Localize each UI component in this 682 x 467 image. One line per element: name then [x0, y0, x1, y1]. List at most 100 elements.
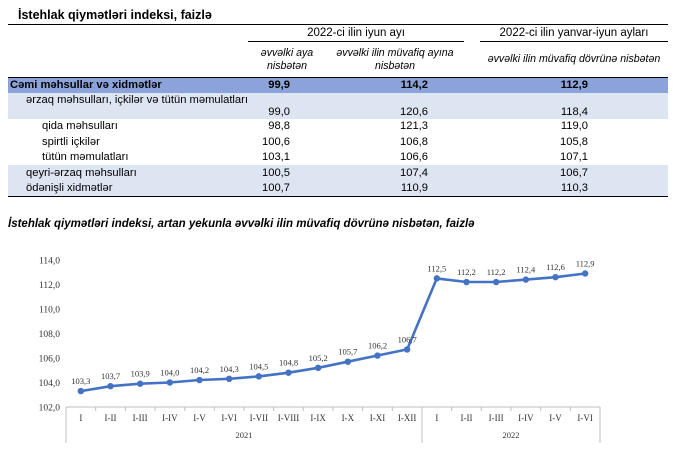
table-row-total: Cəmi məhsullar və xidmətlər 99,9 114,2 1…: [8, 77, 668, 93]
data-point: [463, 278, 470, 286]
header-col-prev-year-month: əvvəlki ilin müvafiq ayına nisbətən: [326, 41, 464, 78]
x-group-label: 2021: [236, 430, 253, 440]
data-point: [285, 369, 292, 376]
x-tick-label: I-VIII: [278, 413, 300, 423]
row-value-prev-month: 100,7: [248, 180, 326, 197]
row-value-prev-year-period: 119,0: [560, 120, 588, 133]
data-label: 103,3: [71, 376, 90, 386]
price-index-table: 2022-ci ilin iyun ayı 2022-ci ilin yanva…: [8, 24, 668, 197]
header-group-june: 2022-ci ilin iyun ayı: [248, 24, 464, 42]
header-gap: [464, 41, 480, 78]
row-value-prev-month: 98,8: [268, 120, 290, 133]
x-tick-label: I-III: [133, 413, 148, 423]
row-value-prev-year-month: 120,6: [326, 92, 464, 119]
row-value-prev-year-month: 106,6: [400, 151, 428, 164]
x-tick-label: I-VI: [221, 413, 237, 423]
data-point: [225, 375, 233, 383]
y-tick-label: 104,0: [39, 379, 61, 389]
header-empty: [8, 41, 248, 78]
data-point: [403, 346, 411, 353]
row-label: qida məhsulları: [42, 120, 118, 133]
data-point: [166, 379, 174, 386]
row-value-prev-month: 103,1: [262, 151, 290, 164]
row-value-prev-year-period: 106,7: [480, 165, 668, 181]
chart-title: İstehlak qiymətləri indeksi, artan yekun…: [8, 218, 475, 230]
header-empty: [8, 24, 248, 42]
x-tick-label: I-XII: [398, 413, 417, 423]
row-value-prev-year-month: 114,2: [326, 77, 464, 93]
data-point: [552, 273, 559, 281]
row-value-prev-year-month: 106,8: [400, 135, 428, 148]
row-value-prev-year-period: 107,1: [560, 151, 588, 164]
data-label: 104,5: [249, 361, 268, 371]
x-tick-label: I-IV: [162, 413, 178, 423]
row-value-prev-month: 100,6: [262, 135, 290, 148]
data-label: 106,7: [398, 334, 417, 344]
x-group-label: 2022: [503, 430, 520, 440]
data-point: [196, 376, 203, 384]
y-tick-label: 110,0: [39, 306, 60, 316]
cpi-line-chart: 102,0 104,0 106,0 108,0 110,0 112,0 114,0 I I-I…: [39, 257, 601, 443]
data-point: [107, 382, 114, 390]
x-tick-label: I-XI: [370, 413, 386, 423]
row-label: ərzaq məhsulları, içkilər və tütün məmul…: [8, 92, 248, 119]
data-label: 104,3: [220, 364, 239, 374]
row-value-prev-month: 99,9: [248, 77, 326, 93]
data-label: 112,5: [427, 263, 446, 273]
data-point: [492, 278, 500, 286]
y-tick-label: 106,0: [39, 355, 61, 365]
row-value-prev-year-period: 105,8: [560, 135, 588, 148]
page-title: İstehlak qiymətləri indeksi, faizlə: [18, 8, 212, 22]
table-header-groups: 2022-ci ilin iyun ayı 2022-ci ilin yanva…: [8, 24, 668, 42]
data-point: [136, 380, 144, 387]
row-label: tütün məmulatları: [42, 151, 129, 164]
row-label: qeyri-ərzaq məhsulları: [8, 165, 248, 181]
y-tick-label: 102,0: [39, 404, 61, 414]
data-label: 112,6: [546, 262, 565, 272]
data-label: 103,9: [131, 369, 150, 379]
table-row-tobacco: tütün məmulatları 103,1 106,6 107,1: [8, 150, 668, 166]
table-row-services: ödənişli xidmətlər 100,7 110,9 110,3: [8, 180, 668, 197]
row-value-prev-month: 99,0: [248, 92, 326, 119]
row-label: ödənişli xidmətlər: [8, 180, 248, 197]
row-value-prev-year-month: 121,3: [400, 120, 428, 133]
row-value-prev-year-month: 110,9: [326, 180, 464, 197]
y-tick-label: 114,0: [39, 257, 60, 267]
x-tick-label: I-VI: [577, 413, 593, 423]
data-label: 104,8: [279, 358, 298, 368]
x-tick-label: I: [79, 413, 82, 423]
data-point: [255, 373, 263, 380]
data-label: 106,2: [368, 341, 387, 351]
header-col-prev-year-period: əvvəlki ilin müvafiq dövrünə nisbətən: [480, 41, 668, 78]
header-gap: [464, 24, 480, 42]
row-value-prev-year-month: 107,4: [326, 165, 464, 181]
row-value-prev-year-period: 118,4: [480, 92, 668, 119]
row-value-prev-year-period: 110,3: [480, 180, 668, 197]
table-row-food-beverages: ərzaq məhsulları, içkilər və tütün məmul…: [8, 92, 668, 119]
x-tick-label: I-X: [342, 413, 355, 423]
data-label: 112,2: [457, 267, 476, 277]
x-tick-label: I-II: [105, 413, 117, 423]
x-tick-label: I-V: [549, 413, 562, 423]
x-tick-label: I-IX: [310, 413, 326, 423]
data-point: [433, 275, 441, 282]
x-tick-label: I-V: [193, 413, 206, 423]
data-label: 104,2: [190, 365, 209, 375]
row-label: spirtli içkilər: [42, 135, 100, 148]
data-point: [314, 364, 322, 371]
data-label: 112,2: [487, 267, 506, 277]
data-label: 105,2: [309, 353, 328, 363]
data-point: [581, 270, 589, 277]
data-label: 105,7: [338, 347, 357, 357]
series-line: [80, 272, 586, 393]
data-label: 112,4: [516, 265, 536, 275]
y-tick-label: 108,0: [39, 330, 61, 340]
data-point: [374, 352, 381, 359]
data-point: [344, 358, 352, 365]
data-label: 103,7: [101, 371, 120, 381]
data-label: 104,0: [160, 368, 179, 378]
row-label: Cəmi məhsullar və xidmətlər: [8, 77, 248, 93]
table-header-columns: əvvəlki aya nisbətən əvvəlki ilin müvafi…: [8, 41, 668, 78]
data-point: [522, 276, 530, 283]
data-label: 112,9: [576, 258, 595, 268]
